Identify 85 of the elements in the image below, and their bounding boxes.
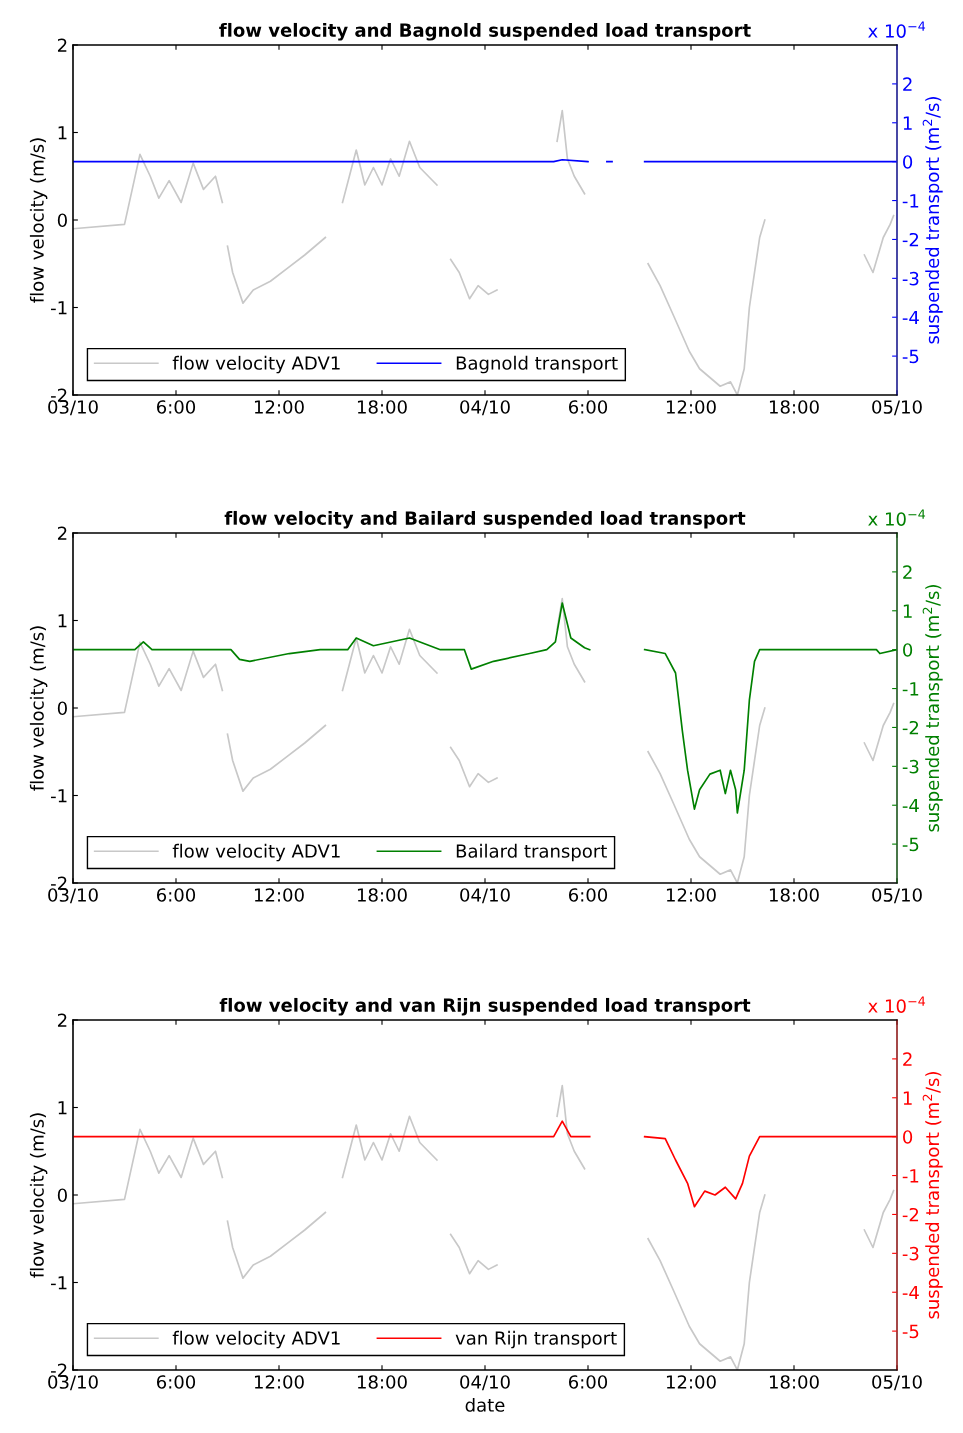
text: x 10$^{−4}$: [868, 509, 926, 526]
x-tick-label: 12:00: [666, 1375, 716, 1389]
y-tick-label: 2: [57, 38, 67, 52]
y2-tick-label: 1: [903, 1091, 912, 1105]
y-tick-label: -2: [51, 1363, 67, 1377]
x-tick-label: 6:00: [156, 888, 196, 902]
x-tick-label: 6:00: [156, 400, 196, 414]
y-axis-title: flow velocity (m/s): [29, 138, 48, 303]
x-tick-label: 12:00: [254, 888, 304, 902]
y2-tick-label: -2: [902, 232, 919, 247]
x-tick-label: 04/10: [460, 888, 510, 904]
x-tick-label: 03/10: [48, 1375, 98, 1391]
y-tick-label: -1: [51, 789, 67, 803]
y2-tick-label: -5: [902, 837, 919, 852]
x-tick-label: 12:00: [666, 888, 716, 902]
x-tick-label: 12:00: [254, 400, 304, 414]
y2-tick-label: 0: [903, 643, 913, 657]
y2-axis-title: suspended transport (m$^{2}$/s): [922, 97, 943, 344]
y-tick-label: -2: [51, 388, 67, 402]
x-tick-label: 12:00: [666, 400, 716, 414]
x-tick-label: 03/10: [48, 888, 98, 904]
y2-tick-label: -5: [902, 349, 919, 364]
x-tick-label: 6:00: [156, 1375, 196, 1389]
x-tick-label: 18:00: [769, 1375, 819, 1389]
y-tick-label: 1: [58, 614, 67, 628]
text: x 10$^{−4}$: [868, 996, 926, 1013]
y2-tick-label: -5: [902, 1324, 919, 1339]
chart-title: flow velocity and Bailard suspended load transport: [224, 510, 746, 529]
legend-label: Bagnold transport: [456, 355, 618, 374]
legend-label: flow velocity ADV1: [172, 355, 340, 374]
legend-label: flow velocity ADV1: [172, 843, 340, 862]
y2-tick-label: 1: [903, 604, 912, 618]
y2-tick-label: -2: [902, 720, 919, 735]
x-tick-label: 18:00: [357, 888, 407, 902]
y-tick-label: 1: [58, 1101, 67, 1115]
x-tick-label: 05/10: [872, 888, 922, 904]
y-axis-title: flow velocity (m/s): [29, 626, 48, 791]
y-tick-label: 1: [58, 126, 67, 140]
y2-tick-label: -1: [902, 682, 919, 696]
legend-label: van Rijn transport: [455, 1330, 617, 1349]
y2-axis-title: suspended transport (m$^{2}$/s): [922, 585, 943, 832]
y-axis-title: flow velocity (m/s): [29, 1113, 48, 1278]
y2-tick-label: 0: [903, 1130, 913, 1144]
x-tick-label: 18:00: [769, 888, 819, 902]
y2-tick-label: -4: [902, 310, 919, 325]
x-tick-label: 18:00: [769, 400, 819, 414]
chart-title: flow velocity and van Rijn suspended load transport: [219, 997, 751, 1016]
y2-tick-label: -1: [902, 194, 919, 208]
y2-tick-label: 2: [903, 77, 912, 91]
legend-label: flow velocity ADV1: [172, 1330, 340, 1349]
y2-tick-label: 0: [903, 155, 913, 169]
y-tick-label: 0: [57, 1188, 67, 1203]
x-tick-label: 18:00: [357, 400, 407, 414]
y2-tick-label: 1: [903, 116, 912, 130]
x-tick-label: 18:00: [357, 1375, 407, 1389]
x-tick-label: 12:00: [254, 1375, 304, 1389]
chart-title: flow velocity and Bagnold suspended load transport: [219, 22, 751, 41]
y2-tick-label: -2: [902, 1207, 919, 1222]
y2-tick-label: -4: [902, 798, 919, 813]
x-tick-label: 6:00: [568, 888, 608, 902]
y-tick-label: -1: [51, 301, 67, 315]
y2-tick-label: -1: [902, 1169, 919, 1183]
x-tick-label: 05/10: [872, 1375, 922, 1391]
y2-tick-label: 2: [903, 1052, 912, 1066]
y-tick-label: 0: [57, 213, 67, 228]
legend-label: Bailard transport: [456, 843, 607, 862]
y2-tick-label: -3: [902, 759, 919, 774]
x-tick-label: 6:00: [568, 1375, 608, 1389]
text: x 10$^{−4}$: [868, 21, 926, 38]
x-tick-label: 04/10: [460, 1375, 510, 1391]
y-tick-label: 2: [57, 1013, 67, 1027]
y2-tick-label: 2: [903, 565, 912, 579]
x-tick-label: 03/10: [48, 400, 98, 416]
x-tick-label: 04/10: [460, 400, 510, 416]
y-tick-label: -1: [51, 1276, 67, 1290]
y2-tick-label: -3: [902, 1246, 919, 1261]
x-tick-label: 6:00: [568, 400, 608, 414]
y2-tick-label: -3: [902, 271, 919, 286]
y-tick-label: 0: [57, 701, 67, 716]
y2-tick-label: -4: [902, 1285, 919, 1300]
y2-axis-title: suspended transport (m$^{2}$/s): [922, 1072, 943, 1319]
y-tick-label: 2: [57, 526, 67, 540]
x-axis-title: date: [465, 1397, 505, 1412]
y-tick-label: -2: [51, 876, 67, 890]
x-tick-label: 05/10: [872, 400, 922, 416]
